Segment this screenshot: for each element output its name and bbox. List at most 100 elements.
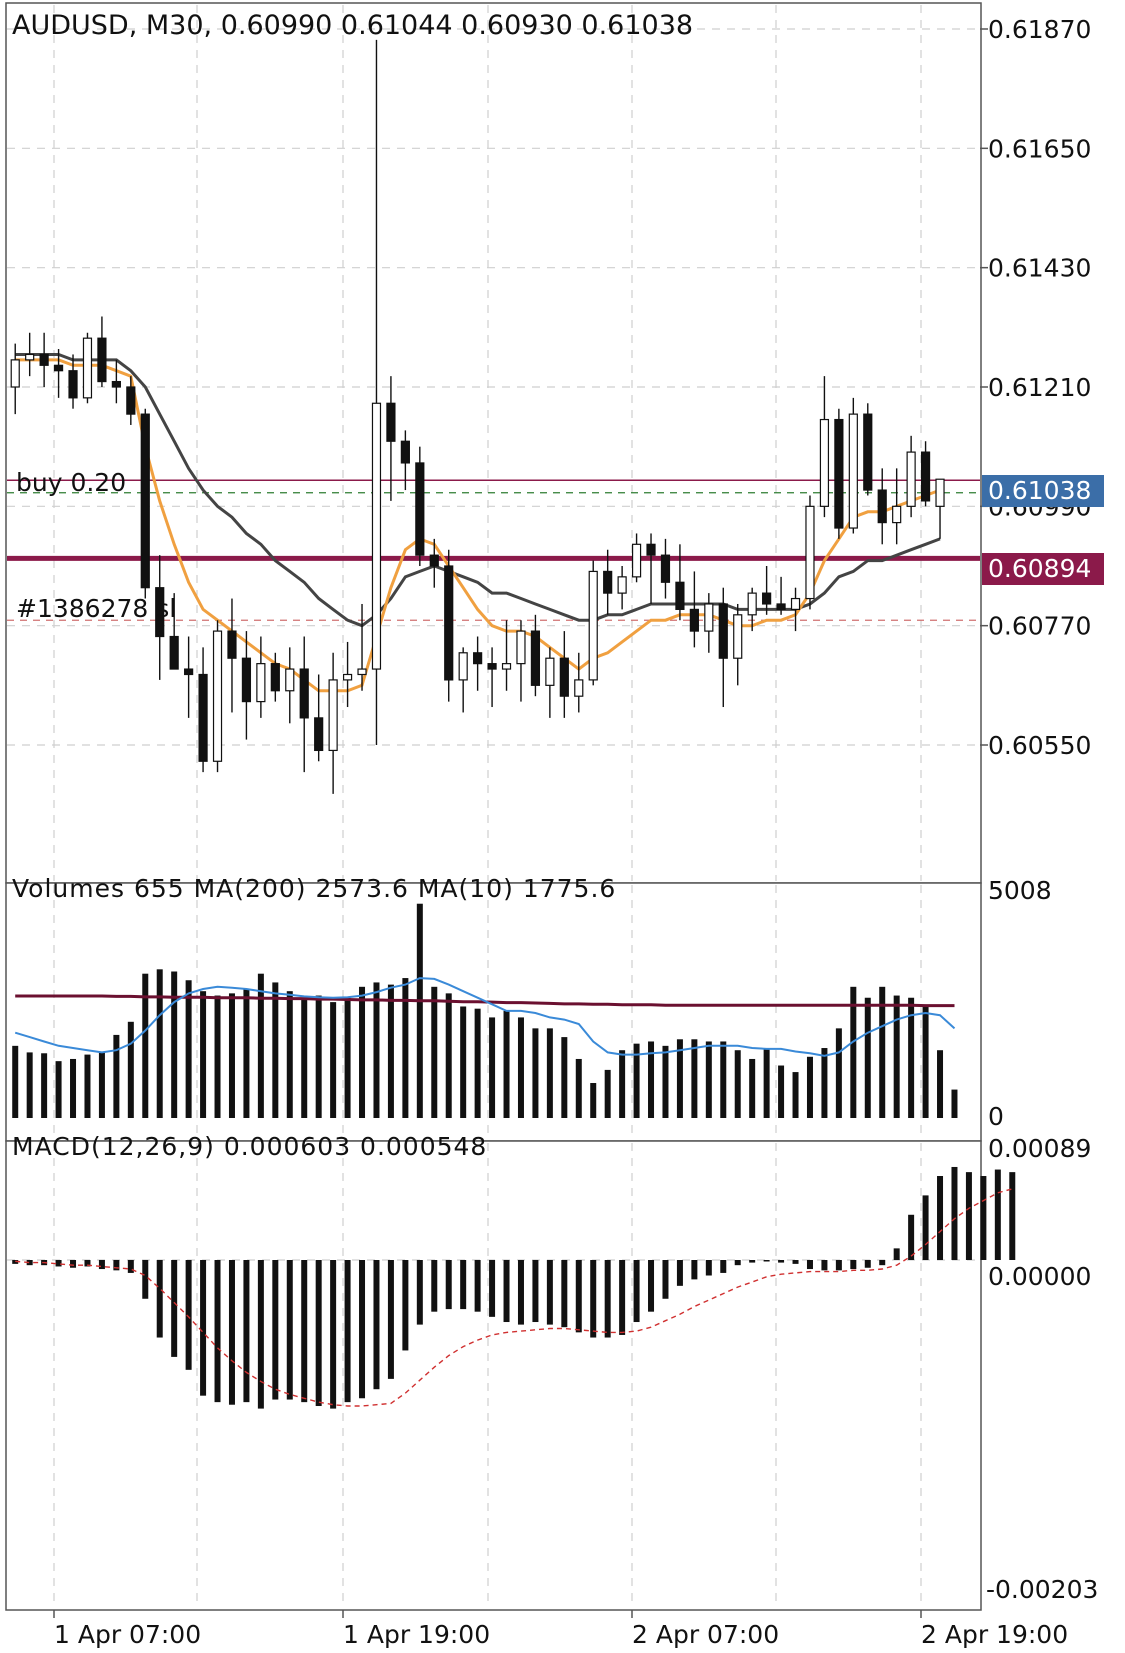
volume-bar <box>156 969 163 1118</box>
macd-signal-line <box>15 1188 1013 1407</box>
macd-axis-zero: 0.00000 <box>988 1262 1091 1291</box>
macd-bar <box>619 1260 626 1335</box>
candle-body <box>935 478 945 507</box>
macd-bar <box>806 1260 813 1270</box>
macd-bar <box>590 1260 597 1338</box>
current-price-badge <box>982 475 1104 507</box>
candle-body <box>400 440 410 464</box>
volume-bar <box>604 1069 611 1118</box>
price-tick-label: 0.61870 <box>988 15 1091 44</box>
macd-bar <box>200 1260 207 1396</box>
order-price-badge <box>982 553 1104 585</box>
volume-bar <box>850 986 857 1118</box>
macd-bar <box>330 1260 337 1409</box>
candle-body <box>848 413 858 529</box>
candle-body <box>169 635 179 670</box>
macd-bar <box>127 1260 134 1273</box>
candle-body <box>140 413 150 589</box>
macd-bar <box>55 1260 62 1267</box>
macd-bar <box>691 1260 698 1280</box>
volume-bar <box>546 1028 553 1118</box>
macd-bar <box>720 1260 727 1273</box>
candle-body <box>762 592 772 605</box>
price-tick-label: 0.61650 <box>988 134 1091 163</box>
slow-ma-line <box>15 353 941 628</box>
volume-bar <box>720 1041 727 1118</box>
volume-bar <box>821 1048 828 1118</box>
macd-panel-frame[interactable] <box>5 1140 982 1611</box>
time-label-3: 2 Apr 07:00 <box>632 1620 779 1649</box>
candle-body <box>155 587 165 638</box>
price-panel-frame[interactable] <box>5 2 982 884</box>
candle-body <box>10 359 20 388</box>
volume-bar <box>749 1058 756 1118</box>
candle-body <box>299 668 309 719</box>
macd-bar <box>835 1260 842 1271</box>
symbol-info: AUDUSD, M30, 0.60990 0.61044 0.60930 0.6… <box>12 10 693 41</box>
macd-bar <box>561 1260 568 1328</box>
volume-bar <box>662 1045 669 1118</box>
candle-body <box>198 673 208 762</box>
macd-bar <box>763 1260 770 1262</box>
volume-bar <box>171 971 178 1118</box>
volume-bar <box>864 997 871 1118</box>
volume-bar <box>489 1017 496 1118</box>
volume-bar <box>445 993 452 1118</box>
macd-bar <box>344 1260 351 1403</box>
candle-body <box>97 337 107 383</box>
volume-bars <box>12 903 958 1118</box>
macd-bar <box>821 1260 828 1271</box>
macd-bar <box>301 1260 308 1403</box>
candle-body <box>126 386 136 415</box>
candle-body <box>487 663 497 670</box>
volume-ma10-line <box>14 977 956 1057</box>
candle-body <box>357 668 367 676</box>
candle-body <box>501 663 512 670</box>
candle-body <box>617 576 627 594</box>
candle-body <box>906 451 916 507</box>
macd-bar <box>156 1260 163 1338</box>
candle-body <box>530 630 541 686</box>
volume-bar <box>734 1050 741 1118</box>
price-tick-label: 0.61210 <box>988 373 1091 402</box>
macd-histogram <box>12 1166 1016 1409</box>
volume-bar <box>330 1002 337 1118</box>
volume-bar <box>402 978 409 1118</box>
volume-bar <box>41 1053 48 1118</box>
candle-body <box>212 630 223 762</box>
macd-bar <box>648 1260 655 1312</box>
macd-bar <box>474 1260 481 1312</box>
volume-bar <box>879 986 886 1118</box>
macd-bar <box>1009 1172 1016 1260</box>
volume-bar <box>286 991 293 1118</box>
macd-bar <box>228 1260 235 1405</box>
volume-ma-lines <box>14 977 956 1057</box>
macd-bar <box>171 1260 178 1357</box>
volume-bar <box>705 1041 712 1118</box>
order-price-label: 0.60894 <box>988 554 1091 583</box>
candle-body <box>689 608 699 632</box>
volume-bar <box>778 1065 785 1118</box>
macd-bar <box>142 1260 149 1299</box>
volume-bar <box>835 1028 842 1118</box>
candle-body <box>39 353 49 366</box>
macd-bar <box>778 1260 785 1263</box>
volume-axis-min: 0 <box>988 1102 1004 1131</box>
candle-body <box>805 505 815 600</box>
volume-bar <box>257 973 264 1118</box>
candle-body <box>834 418 844 529</box>
volume-bar <box>344 997 351 1118</box>
candle-body <box>458 652 468 681</box>
candle-body <box>920 451 931 502</box>
volume-bar <box>26 1052 33 1118</box>
candle-body <box>82 337 93 399</box>
macd-signal <box>15 1188 1013 1407</box>
candle-body <box>892 505 902 524</box>
order-label: buy 0.20 <box>16 468 126 497</box>
volume-bar <box>214 995 221 1118</box>
candle-body <box>241 657 252 703</box>
macd-bar <box>185 1260 192 1370</box>
macd-bar <box>257 1260 264 1409</box>
volume-bar <box>561 1037 568 1118</box>
